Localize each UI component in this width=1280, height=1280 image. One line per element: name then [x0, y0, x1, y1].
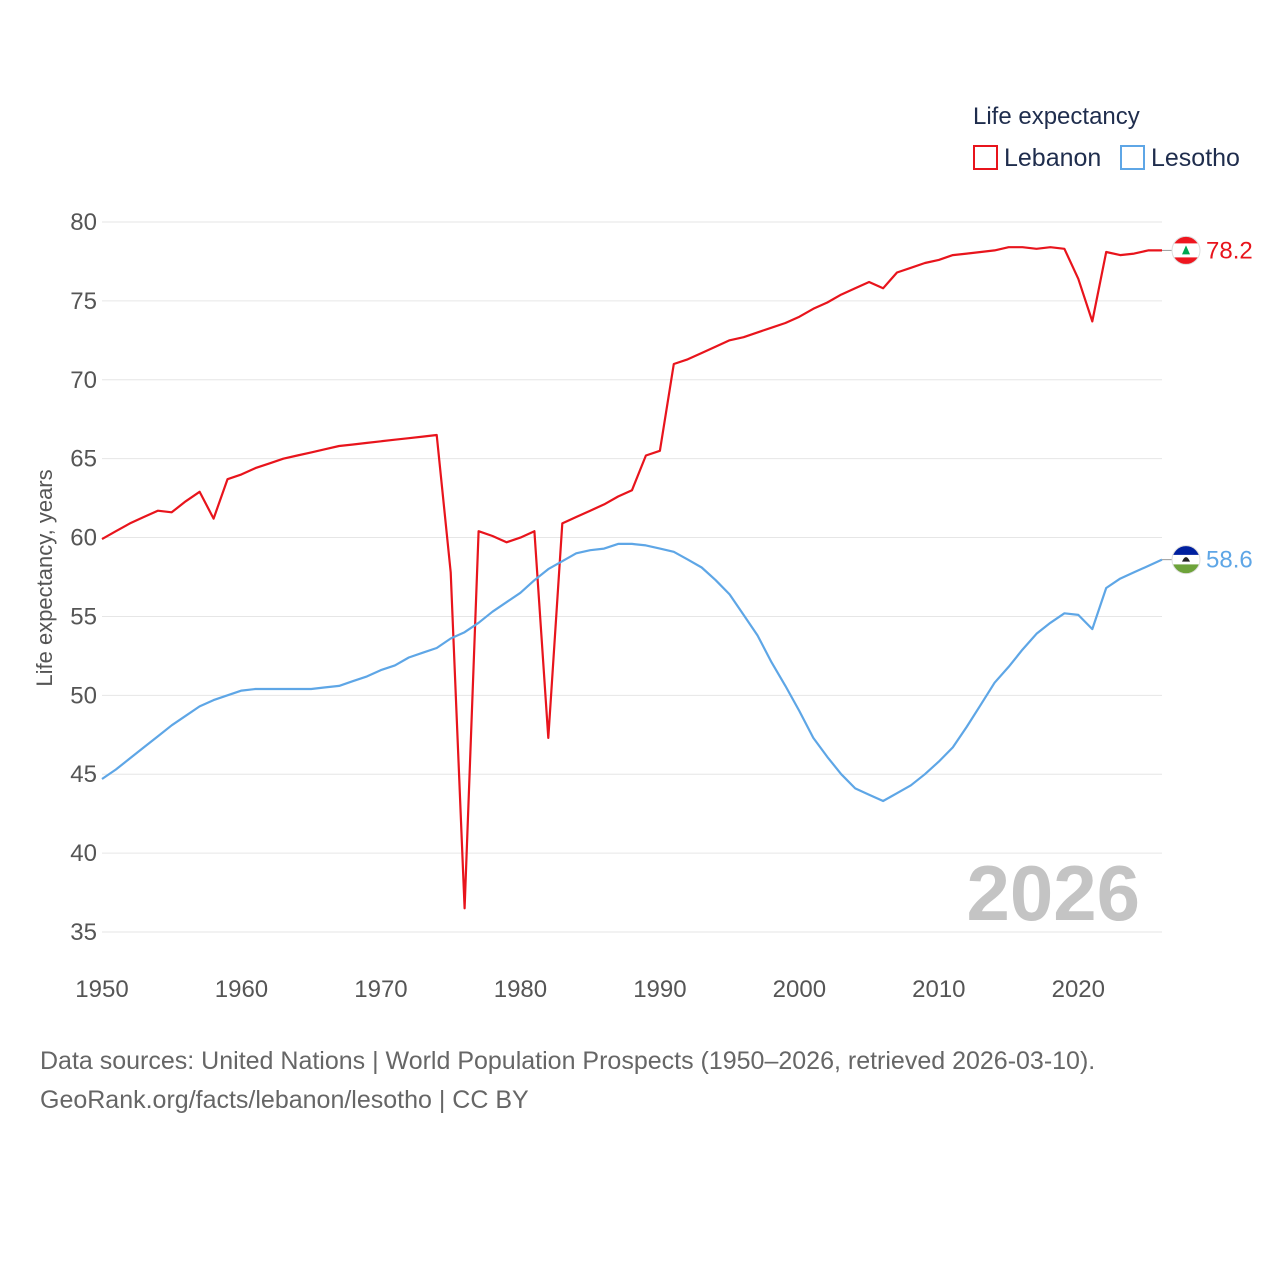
y-tick-label: 60	[70, 525, 97, 552]
legend-swatch-lebanon[interactable]	[973, 145, 998, 170]
series-lines	[101, 246, 1163, 910]
x-tick-label: 1980	[494, 976, 547, 1003]
current-year-label: 2026	[966, 849, 1140, 937]
attribution-link[interactable]: GeoRank.org/facts/lebanon/lesotho | CC B…	[40, 1086, 529, 1114]
x-tick-label: 1950	[75, 976, 128, 1003]
y-tick-label: 35	[70, 919, 97, 946]
x-tick-label: 1960	[215, 976, 268, 1003]
end-value-lesotho: 58.6	[1206, 547, 1253, 574]
y-tick-label: 75	[70, 288, 97, 315]
x-tick-label: 2000	[773, 976, 826, 1003]
y-tick-label: 50	[70, 682, 97, 709]
y-tick-label: 70	[70, 367, 97, 394]
data-source-text: Data sources: United Nations | World Pop…	[40, 1047, 1096, 1075]
y-axis-label: Life expectancy, years	[32, 469, 57, 686]
legend-item-lebanon[interactable]: Lebanon	[1004, 144, 1101, 172]
y-tick-label: 45	[70, 761, 97, 788]
legend-swatch-lesotho[interactable]	[1120, 145, 1145, 170]
y-tick-label: 80	[70, 209, 97, 236]
series-line-lebanon	[101, 246, 1162, 910]
end-value-lebanon: 78.2	[1206, 237, 1253, 264]
x-axis-ticks: 1950 1960 1970 1980 1990 2000 2010 2020	[75, 976, 1105, 1003]
x-tick-label: 1970	[354, 976, 407, 1003]
x-tick-label: 1990	[633, 976, 686, 1003]
legend-item-lesotho[interactable]: Lesotho	[1151, 144, 1240, 172]
flag-lesotho-icon	[1172, 545, 1200, 574]
x-tick-label: 2010	[912, 976, 965, 1003]
legend-title: Life expectancy	[973, 103, 1140, 130]
flag-lebanon-icon	[1172, 236, 1200, 265]
y-axis-ticks: 35 40 45 50 55 60 65 70 75 80	[70, 209, 97, 946]
series-line-lesotho	[101, 542, 1163, 803]
series-end-labels: 78.2 58.6	[1162, 235, 1253, 575]
life-expectancy-chart: 35 40 45 50 55 60 65 70 75 80 1950 1960 1970 1980 199…	[32, 103, 1253, 1003]
y-tick-label: 40	[70, 840, 97, 867]
legend: Life expectancy Lebanon Lesotho	[973, 103, 1240, 172]
gridlines	[102, 221, 1162, 933]
x-tick-label: 2020	[1052, 976, 1105, 1003]
footer: Data sources: United Nations | World Pop…	[40, 1042, 1095, 1120]
y-tick-label: 55	[70, 603, 97, 630]
y-tick-label: 65	[70, 446, 97, 473]
